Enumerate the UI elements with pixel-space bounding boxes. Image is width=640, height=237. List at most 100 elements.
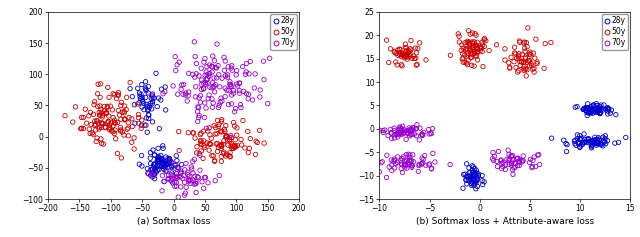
Point: [477, 43, 488, 47]
70y: [184, 72, 194, 75]
Point: [464, 40, 474, 44]
70y: [395, 126, 405, 130]
Point: [525, 50, 535, 54]
70y: [217, 99, 227, 103]
50y: [99, 105, 109, 108]
Point: [470, 32, 480, 36]
70y: [193, 120, 203, 123]
28y: [172, 159, 182, 163]
50y: [76, 127, 86, 131]
70y: [389, 136, 399, 140]
70y: [394, 132, 404, 136]
Point: [389, 157, 399, 161]
Point: [511, 56, 522, 60]
Point: [525, 157, 536, 161]
28y: [584, 108, 594, 112]
Point: [534, 153, 544, 156]
Point: [200, 146, 210, 150]
Point: [205, 142, 216, 146]
70y: [182, 99, 193, 103]
70y: [213, 64, 223, 68]
50y: [94, 127, 104, 131]
Point: [157, 174, 168, 178]
Point: [213, 146, 223, 149]
Point: [372, 159, 382, 163]
Point: [582, 137, 592, 141]
Point: [135, 97, 145, 100]
28y: [579, 107, 589, 111]
70y: [380, 128, 390, 132]
28y: [592, 107, 602, 110]
Point: [186, 165, 196, 169]
Point: [221, 154, 231, 158]
70y: [243, 92, 253, 96]
70y: [203, 97, 213, 100]
Point: [511, 52, 521, 56]
Point: [510, 165, 520, 169]
Point: [228, 121, 239, 124]
Point: [219, 150, 229, 154]
Point: [472, 171, 482, 175]
Point: [232, 126, 242, 130]
70y: [195, 100, 205, 104]
28y: [159, 161, 169, 165]
Point: [214, 123, 224, 126]
70y: [227, 102, 237, 106]
28y: [154, 159, 164, 163]
Point: [524, 161, 534, 164]
28y: [170, 164, 180, 168]
Point: [467, 48, 477, 51]
28y: [148, 163, 159, 166]
70y: [259, 59, 269, 63]
Point: [195, 139, 205, 142]
Point: [217, 118, 227, 122]
28y: [595, 111, 605, 115]
70y: [223, 65, 233, 69]
70y: [398, 131, 408, 135]
28y: [150, 153, 160, 157]
Point: [228, 144, 238, 148]
Point: [214, 143, 225, 147]
Point: [470, 187, 481, 191]
28y: [586, 105, 596, 109]
Point: [522, 45, 532, 49]
70y: [193, 110, 203, 114]
Point: [593, 137, 603, 141]
Point: [589, 138, 599, 142]
Point: [477, 50, 487, 53]
70y: [205, 71, 215, 75]
Point: [175, 175, 186, 179]
70y: [207, 105, 218, 109]
Point: [222, 138, 232, 142]
50y: [390, 50, 400, 54]
70y: [209, 84, 220, 88]
Point: [183, 173, 193, 177]
70y: [208, 101, 218, 105]
70y: [194, 74, 204, 78]
Point: [188, 160, 198, 164]
Point: [584, 138, 594, 141]
28y: [149, 163, 159, 167]
Point: [520, 55, 531, 59]
Point: [466, 181, 476, 185]
Point: [401, 153, 412, 157]
Point: [469, 179, 479, 182]
50y: [124, 121, 134, 125]
28y: [162, 163, 172, 166]
50y: [93, 121, 104, 125]
28y: [591, 107, 602, 111]
Point: [503, 148, 513, 152]
Point: [464, 175, 474, 178]
28y: [166, 160, 177, 164]
Point: [465, 32, 476, 36]
Point: [180, 168, 190, 172]
Point: [524, 64, 534, 68]
70y: [223, 89, 234, 92]
28y: [164, 160, 175, 164]
50y: [90, 119, 100, 123]
Point: [575, 146, 585, 149]
Point: [140, 96, 150, 99]
Point: [598, 140, 609, 144]
Point: [215, 130, 225, 133]
Point: [221, 152, 232, 156]
